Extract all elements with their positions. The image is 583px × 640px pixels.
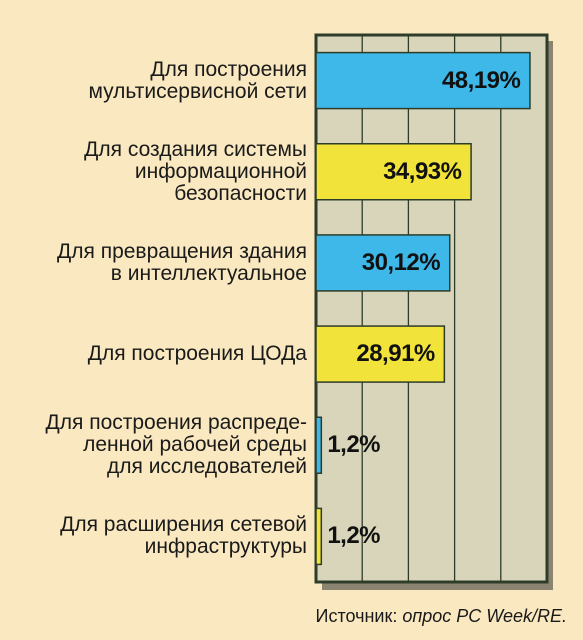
category-label: Для построения распреде- ленной рабочей … [45,411,307,479]
plot-area [314,33,549,584]
value-label: 28,91% [356,340,435,368]
bar [315,507,323,566]
grid-lines [361,35,502,582]
value-label: 30,12% [361,248,441,276]
source-note: Источник: опрос PC Week/RE. [316,606,568,627]
bar [315,143,472,201]
bar [315,51,531,110]
source-text: опрос PC Week/RE. [402,606,567,626]
bar [315,234,451,292]
bar [315,416,323,474]
value-label: 1,2% [327,522,381,550]
category-label: Для построения мультисервисной сети [88,57,307,103]
value-label: 48,19% [441,66,521,94]
category-label: Для превращения здания в интеллектуально… [57,239,307,285]
value-label: 1,2% [327,431,381,459]
category-label: Для построения ЦОДа [87,342,307,366]
bar [315,325,446,383]
category-label: Для расширения сетевой инфраструктуры [60,513,307,559]
source-prefix: Источник: [315,606,403,626]
value-label: 34,93% [383,157,462,185]
bars [315,51,531,566]
category-label: Для создания системы информационной безо… [84,137,307,205]
